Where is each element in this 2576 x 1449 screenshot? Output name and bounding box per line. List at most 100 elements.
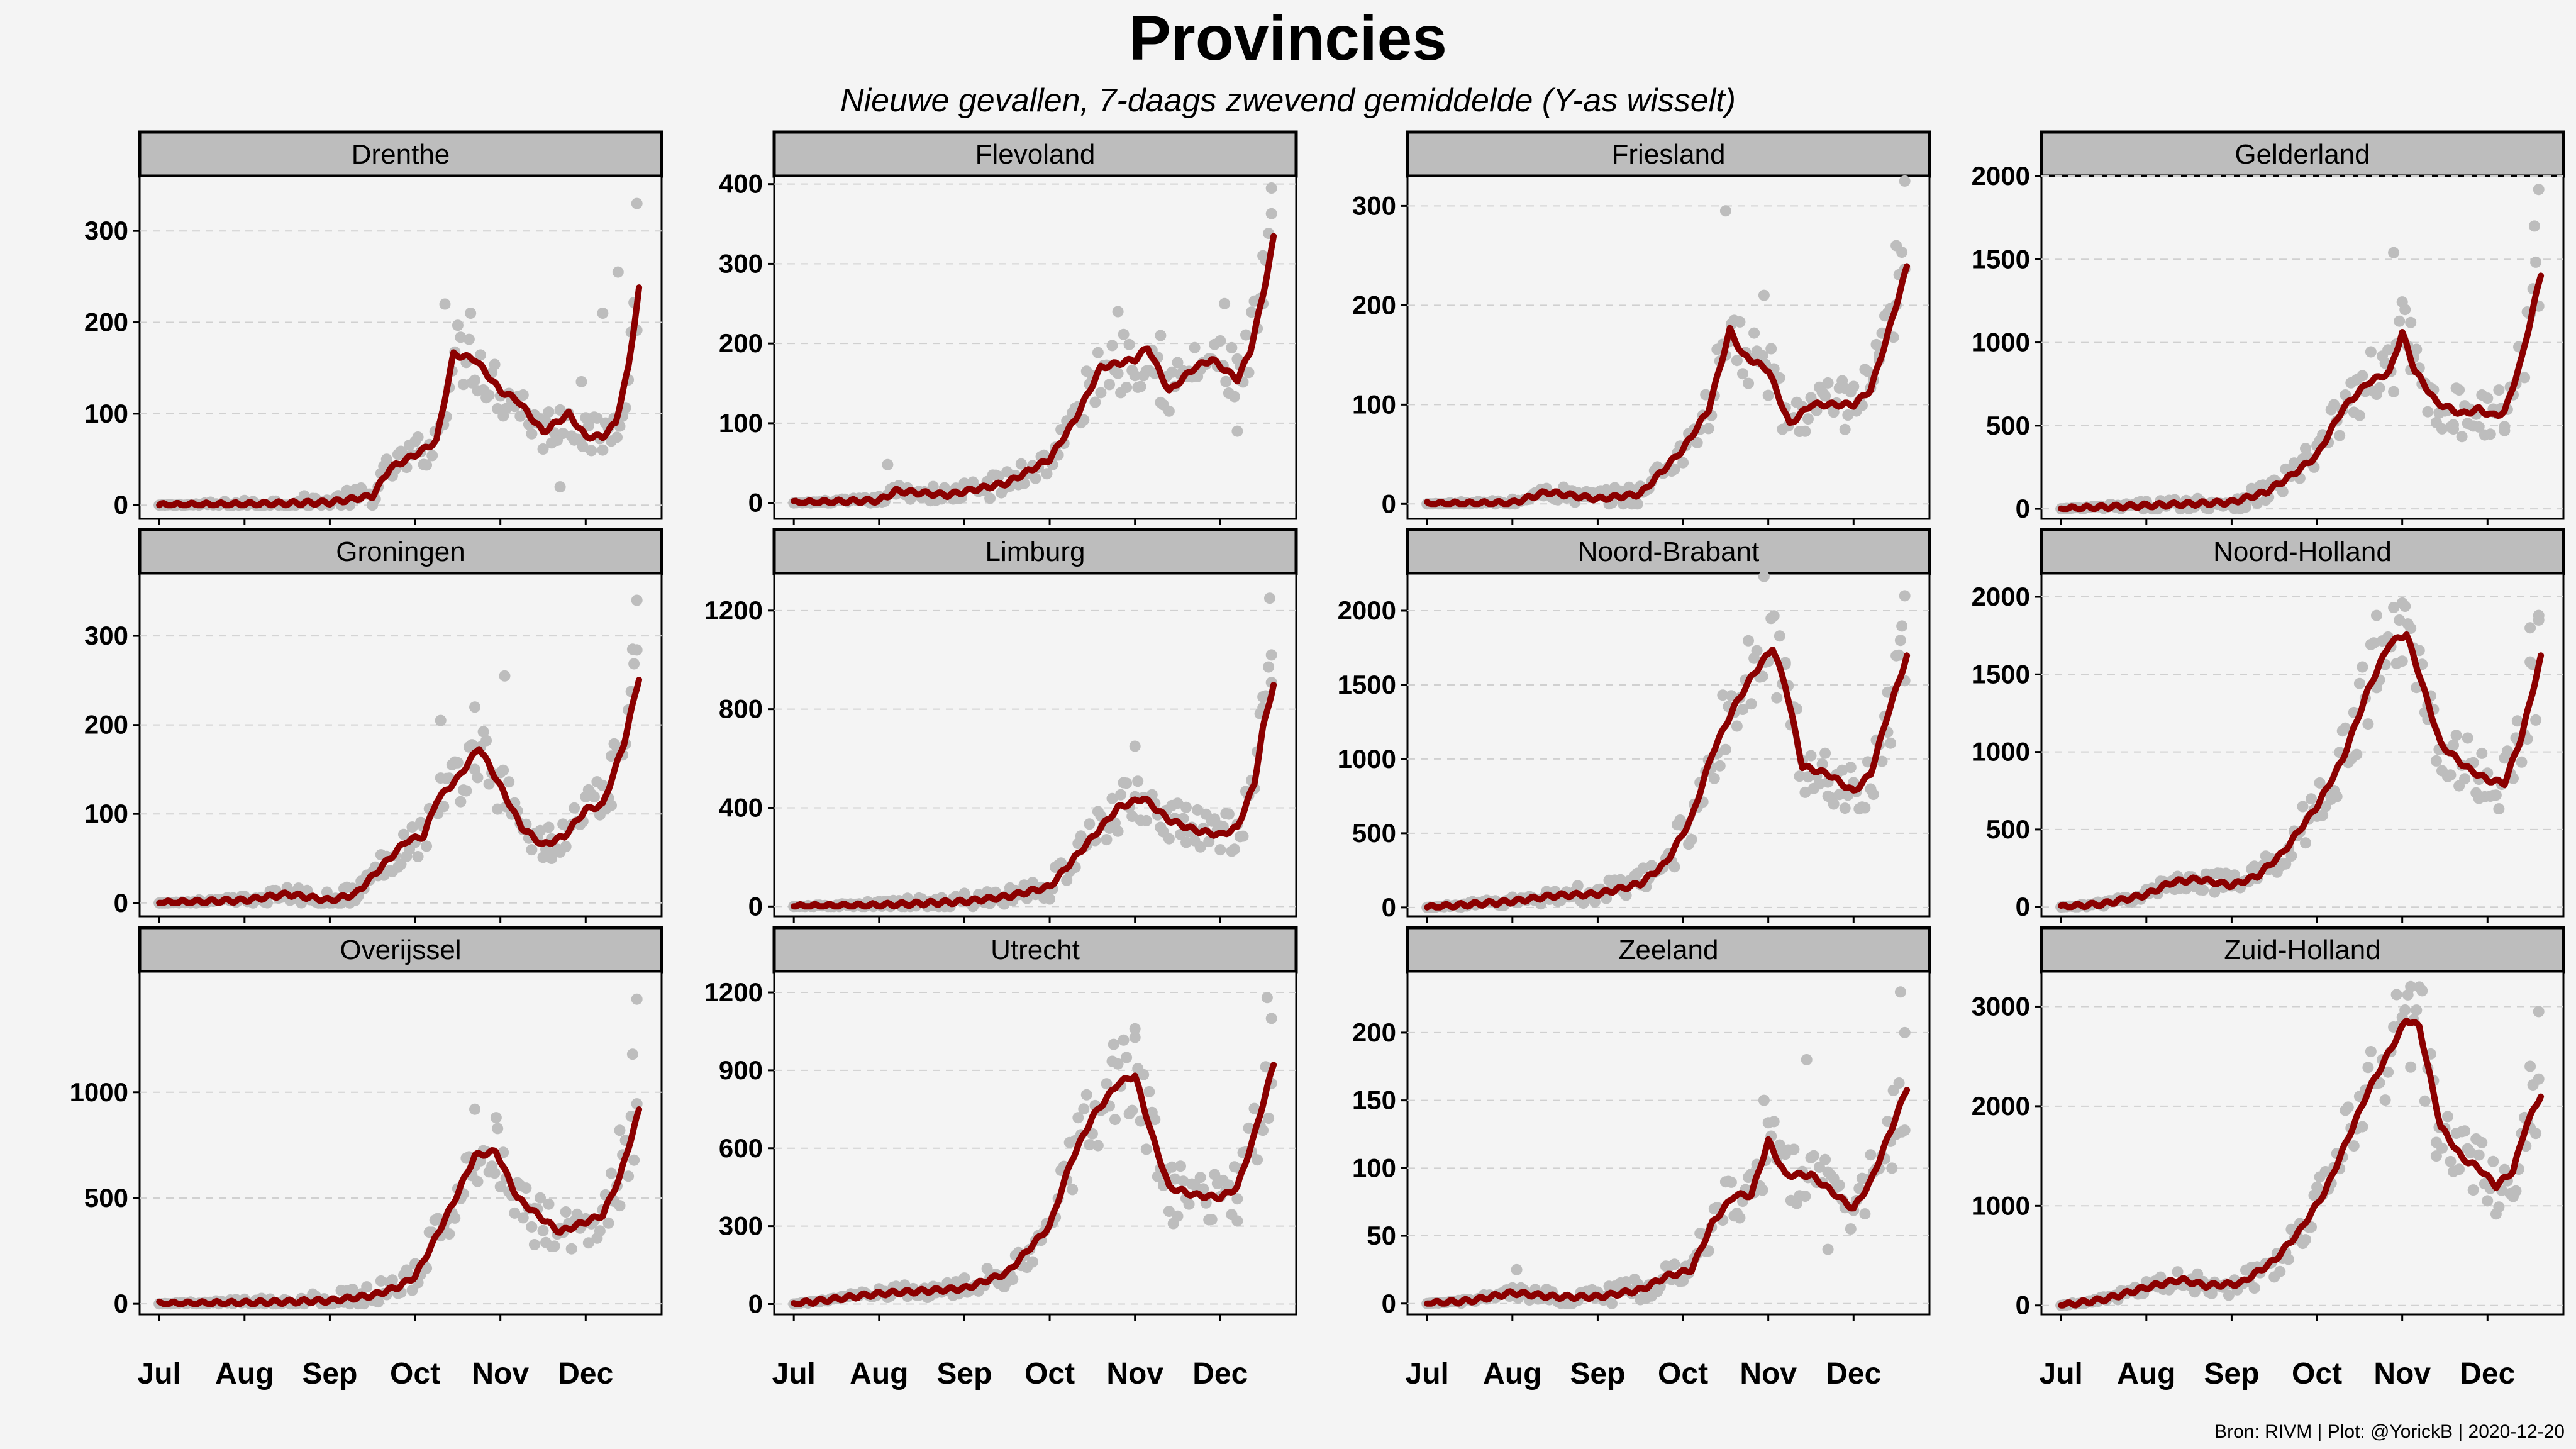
- y-tick-label: 3000: [1972, 991, 2030, 1021]
- data-point: [517, 1212, 529, 1224]
- data-point-outlier: [1112, 306, 1124, 318]
- data-point: [1078, 1103, 1090, 1115]
- data-point: [1180, 801, 1192, 813]
- data-point: [1101, 834, 1113, 846]
- data-point: [2342, 1101, 2354, 1113]
- x-tick-label: Aug: [1483, 1357, 1541, 1391]
- data-point: [480, 735, 492, 747]
- data-point: [2419, 1095, 2431, 1107]
- data-point-outlier: [631, 993, 643, 1005]
- data-point: [380, 453, 392, 465]
- series-line-zeeland: [1424, 1087, 1911, 1307]
- data-point: [1799, 1191, 1811, 1202]
- data-point: [1668, 861, 1680, 873]
- data-point: [2510, 1185, 2522, 1197]
- strip-label: Groningen: [336, 536, 465, 567]
- data-point: [1231, 1193, 1243, 1205]
- data-point: [375, 1275, 387, 1287]
- data-point: [1799, 425, 1811, 437]
- x-tick-label: Jul: [772, 1357, 816, 1391]
- data-point: [2285, 850, 2297, 862]
- data-point: [2422, 406, 2434, 418]
- data-point: [2394, 614, 2406, 626]
- strip-label: Utrecht: [991, 935, 1080, 965]
- data-point-outlier: [439, 298, 451, 310]
- data-point: [1885, 737, 1897, 749]
- data-point: [2257, 479, 2269, 491]
- data-point: [2533, 1073, 2545, 1085]
- data-point-outlier: [1719, 205, 1731, 217]
- data-point: [2413, 645, 2425, 657]
- data-point: [1112, 1058, 1124, 1070]
- data-point: [2519, 372, 2531, 384]
- y-tick-label: 1000: [1972, 328, 2030, 357]
- y-tick-label: 1000: [70, 1077, 128, 1107]
- data-point: [472, 772, 484, 784]
- data-point: [1132, 775, 1144, 787]
- data-point: [1206, 1214, 1218, 1226]
- data-point: [2328, 399, 2340, 411]
- data-point: [2172, 1266, 2184, 1278]
- data-point: [520, 1182, 532, 1194]
- data-point: [1075, 830, 1087, 842]
- strip-groningen: [138, 528, 663, 575]
- strip-zuid-holland: [2040, 926, 2565, 974]
- data-point: [1771, 692, 1783, 704]
- data-point-outlier: [1231, 425, 1243, 437]
- y-tick-label: 0: [748, 891, 763, 921]
- data-point-outlier: [631, 197, 643, 209]
- data-point: [2229, 869, 2240, 881]
- data-point: [2368, 637, 2380, 649]
- y-tick-label: 1200: [704, 977, 763, 1007]
- data-point-outlier: [465, 308, 477, 319]
- data-point: [347, 1284, 358, 1295]
- data-point: [1620, 889, 1632, 901]
- data-point: [469, 374, 480, 386]
- data-point: [569, 802, 580, 814]
- data-point: [1095, 387, 1107, 399]
- x-tick-label: Nov: [2373, 1357, 2431, 1391]
- data-point: [1717, 689, 1729, 701]
- data-point: [1263, 1113, 1275, 1124]
- y-tick-label: 100: [1352, 389, 1396, 419]
- x-tick-label: Nov: [472, 1357, 529, 1391]
- data-point: [2411, 1004, 2423, 1016]
- strip-label: Drenthe: [352, 139, 450, 170]
- data-point: [1677, 457, 1689, 469]
- series-line-groningen: [156, 677, 643, 906]
- strip-label: Limburg: [985, 536, 1085, 567]
- data-point: [1702, 423, 1714, 435]
- data-point: [2530, 1128, 2542, 1140]
- data-point: [2530, 256, 2542, 268]
- data-point: [1166, 366, 1178, 378]
- data-point: [1101, 1078, 1113, 1090]
- data-point: [1757, 1184, 1768, 1196]
- data-point: [2348, 1140, 2360, 1152]
- data-point: [2319, 1166, 2331, 1177]
- data-point: [1243, 1122, 1255, 1134]
- data-point: [2357, 661, 2368, 673]
- y-tick-label: 1500: [1338, 670, 1396, 699]
- data-point-outlier: [1758, 1094, 1770, 1106]
- x-tick-label: Dec: [558, 1357, 613, 1391]
- data-point: [606, 799, 617, 811]
- data-point: [2209, 886, 2221, 898]
- data-point: [483, 778, 495, 790]
- data-point: [543, 406, 555, 418]
- y-tick-label: 2000: [1972, 582, 2030, 611]
- data-point-outlier: [1511, 1263, 1523, 1275]
- data-point: [1572, 880, 1584, 892]
- data-point-outlier: [1180, 836, 1192, 848]
- data-point: [535, 1192, 546, 1204]
- data-point: [1836, 764, 1848, 776]
- data-point: [628, 1154, 640, 1166]
- data-point: [1691, 436, 1703, 448]
- data-point: [2530, 714, 2542, 726]
- data-point: [1737, 368, 1748, 380]
- data-point: [1237, 830, 1249, 842]
- strip-label: Noord-Brabant: [1578, 536, 1760, 567]
- data-point: [1172, 797, 1184, 809]
- y-tick-label: 2000: [1972, 161, 2030, 191]
- data-point-outlier: [2499, 425, 2511, 436]
- data-point: [1677, 1275, 1689, 1287]
